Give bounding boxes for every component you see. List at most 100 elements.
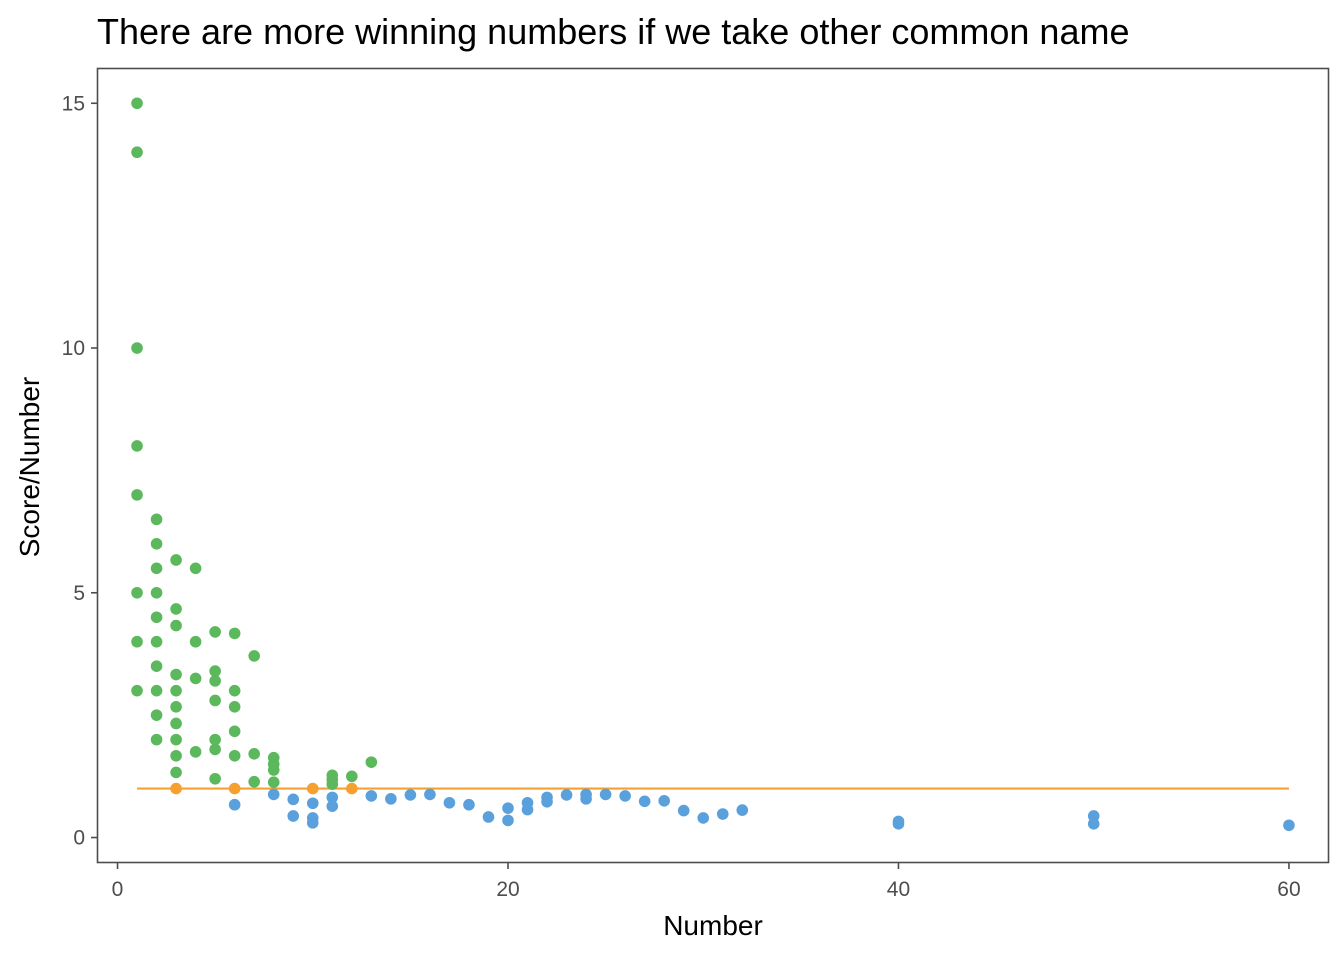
y-tick-label: 5 [73, 582, 85, 605]
point-below [365, 790, 378, 802]
x-axis: 0 20 40 60 [112, 862, 1301, 901]
x-axis-label: Number [663, 910, 763, 941]
y-axis: 0 5 10 15 [62, 92, 98, 850]
point-equal [306, 782, 319, 795]
point-above [170, 668, 182, 681]
point-above [170, 554, 182, 566]
point-above [209, 743, 221, 756]
point-below [385, 793, 397, 805]
point-above [209, 665, 221, 677]
point-below [736, 804, 749, 816]
point-below [521, 803, 534, 816]
point-below [326, 800, 339, 812]
point-below [560, 789, 573, 801]
point-below [599, 788, 612, 801]
point-above [150, 611, 163, 624]
points-layer [131, 97, 1295, 832]
point-above [170, 733, 182, 746]
point-above [131, 342, 143, 354]
point-above [170, 749, 182, 762]
point-below [287, 810, 300, 822]
point-above [189, 635, 202, 648]
point-above [209, 675, 221, 687]
point-below [638, 795, 651, 808]
plot-frame [96, 67, 1330, 864]
point-below [443, 796, 456, 809]
point-above [150, 709, 163, 721]
point-below [502, 802, 514, 814]
point-above [170, 717, 182, 730]
point-above [150, 684, 163, 697]
point-above [131, 684, 143, 697]
point-above [365, 756, 378, 768]
point-above [228, 749, 241, 762]
y-axis-label: Score/Number [14, 377, 45, 558]
point-above [150, 562, 163, 575]
point-below [326, 791, 339, 804]
point-below [892, 818, 905, 830]
point-above [131, 586, 143, 599]
point-equal [346, 782, 358, 795]
point-below [716, 808, 729, 820]
point-below [1283, 819, 1295, 832]
point-above [131, 489, 143, 501]
x-tick-label: 60 [1277, 878, 1300, 901]
point-above [170, 619, 182, 632]
point-below [658, 795, 670, 807]
x-tick-label: 0 [112, 878, 124, 901]
point-above [228, 684, 241, 697]
point-above [150, 586, 163, 599]
point-below [541, 795, 553, 808]
point-below [619, 790, 631, 802]
point-above [170, 603, 182, 615]
point-equal [170, 782, 182, 795]
point-above [150, 513, 163, 526]
y-tick-label: 15 [62, 92, 85, 115]
point-above [209, 626, 221, 638]
point-above [189, 562, 202, 575]
point-above [209, 772, 221, 785]
point-above [209, 694, 221, 707]
point-below [228, 798, 241, 811]
point-above [189, 672, 202, 685]
point-above [248, 650, 260, 662]
point-below [287, 793, 300, 806]
point-below [697, 812, 710, 824]
point-below [463, 798, 475, 811]
point-above [170, 684, 182, 697]
point-above [150, 635, 163, 648]
x-tick-label: 40 [887, 878, 910, 901]
point-above [170, 701, 182, 713]
x-tick-label: 20 [496, 878, 519, 901]
point-above [346, 770, 358, 783]
point-above [150, 538, 163, 550]
point-above [189, 746, 202, 758]
point-above [228, 701, 241, 713]
point-above [209, 733, 221, 746]
point-below [306, 797, 319, 810]
point-above [150, 660, 163, 672]
point-below [482, 811, 495, 823]
chart-title: There are more winning numbers if we tak… [97, 11, 1129, 52]
point-above [248, 775, 260, 788]
y-tick-label: 0 [73, 827, 85, 850]
point-below [502, 814, 514, 827]
point-below [1087, 818, 1100, 830]
point-above [228, 627, 241, 640]
point-below [580, 793, 592, 805]
point-above [326, 778, 339, 790]
y-tick-label: 10 [62, 337, 85, 360]
point-above [131, 635, 143, 648]
point-below [677, 804, 690, 817]
point-equal [228, 782, 241, 795]
point-above [267, 764, 280, 776]
point-above [131, 97, 143, 110]
point-above [248, 748, 260, 760]
point-below [306, 817, 319, 829]
point-above [131, 146, 143, 159]
point-below [267, 788, 280, 801]
point-above [228, 725, 241, 738]
point-below [404, 789, 417, 801]
